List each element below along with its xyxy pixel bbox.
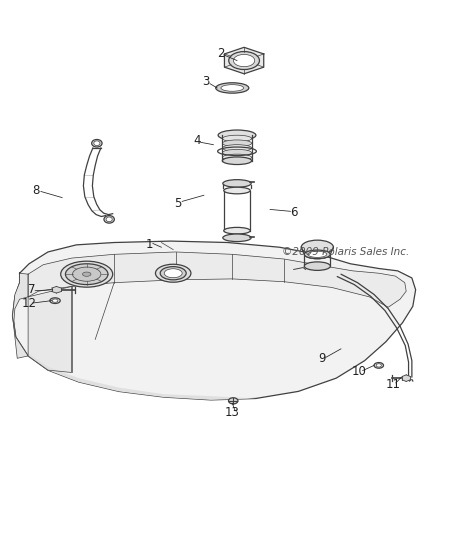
Ellipse shape xyxy=(301,240,333,255)
Text: 10: 10 xyxy=(352,365,366,378)
Ellipse shape xyxy=(94,141,100,146)
Polygon shape xyxy=(28,353,256,400)
Ellipse shape xyxy=(65,264,108,285)
Polygon shape xyxy=(28,252,406,307)
Text: 9: 9 xyxy=(319,352,326,365)
Ellipse shape xyxy=(221,85,244,91)
Text: 2: 2 xyxy=(217,47,224,60)
Ellipse shape xyxy=(106,217,112,222)
Polygon shape xyxy=(402,375,410,381)
Text: 4: 4 xyxy=(193,134,201,147)
Ellipse shape xyxy=(222,135,252,142)
Ellipse shape xyxy=(218,130,256,140)
Ellipse shape xyxy=(374,362,383,368)
Text: 3: 3 xyxy=(202,75,210,88)
Polygon shape xyxy=(224,191,250,231)
Polygon shape xyxy=(83,148,113,216)
Polygon shape xyxy=(28,286,72,373)
Text: 1: 1 xyxy=(146,238,153,251)
Text: 13: 13 xyxy=(225,406,240,419)
Ellipse shape xyxy=(224,227,250,234)
Ellipse shape xyxy=(308,251,327,257)
Ellipse shape xyxy=(223,234,251,242)
Polygon shape xyxy=(225,47,264,74)
Ellipse shape xyxy=(304,262,330,271)
Ellipse shape xyxy=(228,398,238,404)
Ellipse shape xyxy=(234,54,255,67)
Ellipse shape xyxy=(91,140,102,147)
Text: 8: 8 xyxy=(32,184,40,197)
Polygon shape xyxy=(12,273,28,358)
Text: 11: 11 xyxy=(385,378,401,391)
Ellipse shape xyxy=(222,157,252,164)
Ellipse shape xyxy=(223,180,251,187)
Ellipse shape xyxy=(61,261,113,287)
Ellipse shape xyxy=(222,154,252,161)
Ellipse shape xyxy=(222,140,252,147)
Text: 6: 6 xyxy=(290,206,298,219)
Ellipse shape xyxy=(155,264,191,282)
Ellipse shape xyxy=(50,298,60,303)
Ellipse shape xyxy=(82,272,91,277)
Ellipse shape xyxy=(376,364,382,367)
Ellipse shape xyxy=(104,215,114,223)
Ellipse shape xyxy=(222,144,252,151)
Text: ©2009 Polaris Sales Inc.: ©2009 Polaris Sales Inc. xyxy=(282,247,409,257)
Text: 7: 7 xyxy=(27,284,35,296)
Polygon shape xyxy=(12,241,416,400)
Ellipse shape xyxy=(52,299,58,302)
Ellipse shape xyxy=(216,83,249,93)
Ellipse shape xyxy=(164,268,182,278)
Ellipse shape xyxy=(160,266,186,280)
Ellipse shape xyxy=(304,250,330,259)
Text: 12: 12 xyxy=(21,297,36,310)
Ellipse shape xyxy=(224,187,250,194)
Ellipse shape xyxy=(73,267,101,281)
Ellipse shape xyxy=(304,250,330,259)
Ellipse shape xyxy=(229,52,259,69)
Text: 5: 5 xyxy=(174,197,182,210)
Polygon shape xyxy=(52,286,61,293)
Ellipse shape xyxy=(222,149,252,156)
